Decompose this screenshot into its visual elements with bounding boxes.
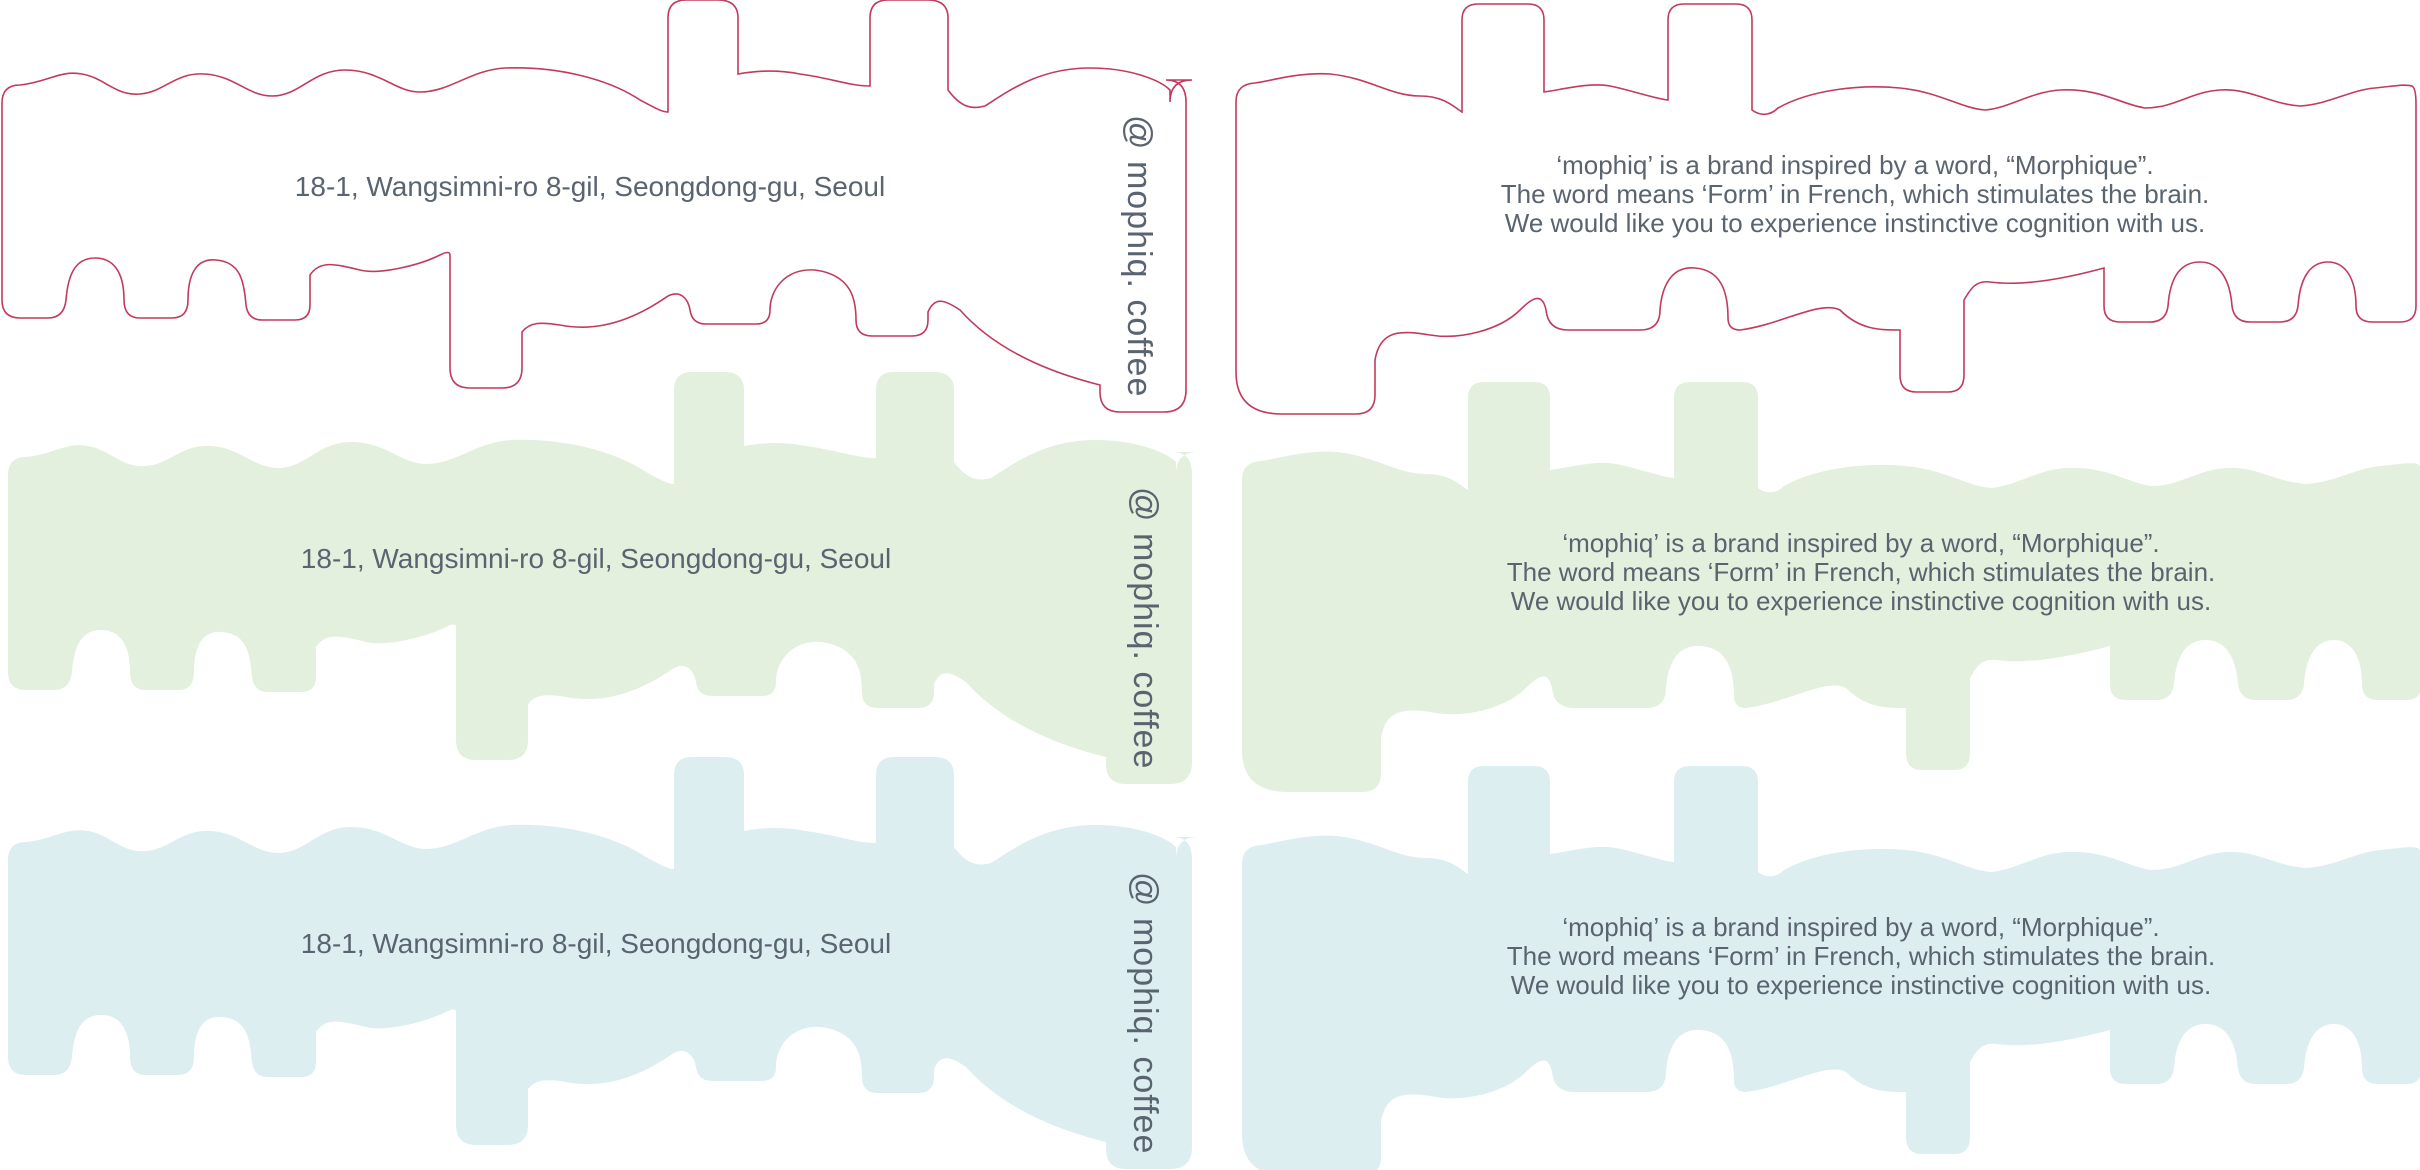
description-line-2: The word means ‘Form’ in French, which s…: [1507, 557, 2216, 587]
address-text: 18-1, Wangsimni-ro 8-gil, Seongdong-gu, …: [301, 543, 891, 574]
outline-row: 18-1, Wangsimni-ro 8-gil, Seongdong-gu, …: [1, 0, 2417, 415]
description-line-1: ‘mophiq’ is a brand inspired by a word, …: [1562, 528, 2159, 558]
card-shape: [8, 372, 1198, 784]
description-line-2: The word means ‘Form’ in French, which s…: [1507, 941, 2216, 971]
blue-row: 18-1, Wangsimni-ro 8-gil, Seongdong-gu, …: [8, 757, 2420, 1170]
address-card: 18-1, Wangsimni-ro 8-gil, Seongdong-gu, …: [8, 757, 1198, 1169]
description-line-1: ‘mophiq’ is a brand inspired by a word, …: [1556, 150, 2153, 180]
handle-text: @ mophiq. coffee: [1126, 487, 1164, 769]
description-line-3: We would like you to experience instinct…: [1505, 208, 2205, 238]
description-card: ‘mophiq’ is a brand inspired by a word, …: [1235, 3, 2417, 415]
description-line-3: We would like you to experience instinct…: [1511, 970, 2211, 1000]
address-text: 18-1, Wangsimni-ro 8-gil, Seongdong-gu, …: [301, 928, 891, 959]
card-shape: [1, 0, 1193, 413]
description-line-1: ‘mophiq’ is a brand inspired by a word, …: [1562, 912, 2159, 942]
handle-text: @ mophiq. coffee: [1120, 115, 1158, 397]
description-line-3: We would like you to experience instinct…: [1511, 586, 2211, 616]
address-card: 18-1, Wangsimni-ro 8-gil, Seongdong-gu, …: [1, 0, 1193, 413]
description-card: ‘mophiq’ is a brand inspired by a word, …: [1242, 382, 2420, 792]
card-shape: [8, 757, 1198, 1169]
handle-text: @ mophiq. coffee: [1126, 872, 1164, 1154]
address-card: 18-1, Wangsimni-ro 8-gil, Seongdong-gu, …: [8, 372, 1198, 784]
green-row: 18-1, Wangsimni-ro 8-gil, Seongdong-gu, …: [8, 372, 2420, 792]
description-line-2: The word means ‘Form’ in French, which s…: [1501, 179, 2210, 209]
address-text: 18-1, Wangsimni-ro 8-gil, Seongdong-gu, …: [295, 171, 885, 202]
description-card: ‘mophiq’ is a brand inspired by a word, …: [1242, 766, 2420, 1170]
